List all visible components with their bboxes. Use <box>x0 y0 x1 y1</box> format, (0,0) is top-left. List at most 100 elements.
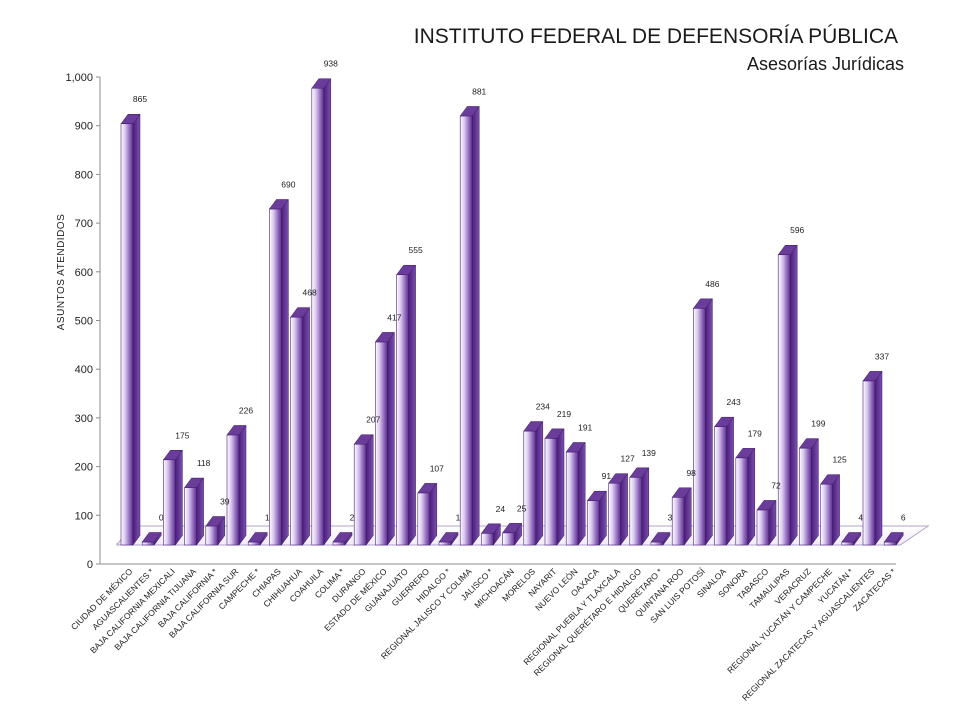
data-labels: 865 0 175 118 39 226 1 690 468 938 2 207 417 555 107 1 8… <box>133 59 906 523</box>
data-label: 417 <box>387 312 401 322</box>
data-label: 6 <box>901 513 906 523</box>
bar <box>162 449 183 546</box>
bar <box>502 522 523 546</box>
data-label: 243 <box>727 397 741 407</box>
bar-top <box>374 332 395 343</box>
bar-top <box>502 523 523 534</box>
bar-top <box>141 532 162 543</box>
bar-top <box>586 490 607 501</box>
data-label: 219 <box>557 409 571 419</box>
bar <box>544 428 565 546</box>
bar-top <box>438 532 459 543</box>
bar-front <box>523 430 537 546</box>
data-label: 690 <box>281 179 295 189</box>
bar <box>480 523 501 546</box>
bar <box>714 416 735 546</box>
bar-front <box>735 457 749 546</box>
data-label: 139 <box>642 448 656 458</box>
bar <box>184 477 205 546</box>
bar <box>650 531 671 546</box>
bar <box>226 424 247 546</box>
data-label: 25 <box>517 503 527 513</box>
bar-top <box>671 487 692 498</box>
y-axis-label: ASUNTOS ATENDIDOS <box>56 214 67 330</box>
data-label: 118 <box>197 458 211 468</box>
bar-front <box>671 496 685 546</box>
bar-side <box>302 306 310 546</box>
data-label: 938 <box>324 59 338 69</box>
data-label: 865 <box>133 94 147 104</box>
bar-side <box>832 473 840 546</box>
bar-front <box>247 541 261 546</box>
bar <box>205 515 226 546</box>
y-tick-label: 200 <box>75 462 93 474</box>
bar <box>332 531 353 546</box>
y-tick-label: 500 <box>75 316 93 328</box>
bar-side <box>726 416 734 546</box>
bar-front <box>417 492 431 546</box>
data-label: 72 <box>771 480 781 490</box>
bar-side <box>747 447 756 546</box>
bar-front <box>163 459 176 546</box>
bar <box>311 77 332 546</box>
bar <box>692 298 713 546</box>
data-label: 2 <box>350 513 355 523</box>
data-label: 486 <box>705 279 719 289</box>
bar-front <box>608 482 621 546</box>
bars <box>120 77 904 546</box>
data-label: 125 <box>833 455 847 465</box>
bar <box>735 447 756 546</box>
bar-top <box>480 523 501 534</box>
bar <box>841 531 862 546</box>
bar-top <box>332 532 353 543</box>
chart-title: INSTITUTO FEDERAL DE DEFENSORÍA PÚBLICA <box>414 25 898 48</box>
bar <box>290 306 311 546</box>
data-label: 179 <box>748 428 762 438</box>
bar-side <box>577 441 586 546</box>
data-label: 0 <box>159 513 164 523</box>
bar-side <box>874 370 883 546</box>
bar-side <box>323 77 332 546</box>
bar-front <box>799 447 812 546</box>
bar-front <box>693 308 706 546</box>
data-label: 337 <box>875 351 889 361</box>
bar-top <box>777 244 798 255</box>
data-label: 234 <box>536 402 550 412</box>
bar-side <box>238 424 247 546</box>
bar <box>120 113 141 546</box>
bar-top <box>798 438 819 449</box>
bar-top <box>883 532 904 543</box>
data-label: 91 <box>602 471 612 481</box>
bar-top <box>290 307 311 318</box>
bar-front <box>565 451 579 546</box>
y-tick-label: 300 <box>75 413 93 425</box>
bar-top <box>396 264 417 275</box>
bar-front <box>290 316 303 546</box>
bar-front <box>481 533 494 546</box>
bar-top <box>268 199 289 210</box>
bar <box>396 264 417 546</box>
bar-side <box>196 477 204 546</box>
bar <box>247 531 268 546</box>
bar <box>756 499 777 546</box>
bar-top <box>650 532 671 543</box>
data-label: 555 <box>409 245 423 255</box>
bar-top <box>205 516 226 527</box>
bar-top <box>523 421 544 432</box>
bar-front <box>459 115 473 546</box>
data-label: 191 <box>578 422 592 432</box>
bar <box>862 370 883 546</box>
bar-top <box>735 448 756 459</box>
bar-front <box>311 87 325 546</box>
bar-top <box>162 450 183 461</box>
bar-top <box>247 532 268 543</box>
bar-front <box>205 525 219 546</box>
data-label: 226 <box>239 405 253 415</box>
data-label: 127 <box>621 454 635 464</box>
bar-side <box>365 433 374 546</box>
data-label: 3 <box>668 513 673 523</box>
bar-side <box>683 487 692 546</box>
bar-side <box>429 482 438 546</box>
bar-top <box>862 371 883 382</box>
